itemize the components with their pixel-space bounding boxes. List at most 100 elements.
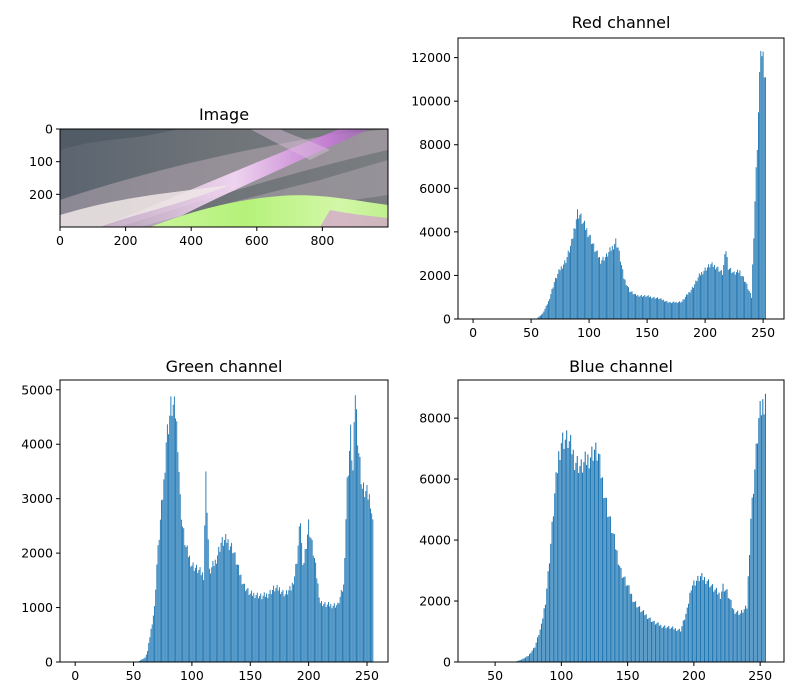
- histogram-bar: [580, 459, 582, 662]
- histogram-bar: [349, 450, 350, 662]
- histogram-bar: [229, 546, 231, 662]
- x-tick-label: 100: [577, 325, 601, 340]
- histogram-bar: [661, 300, 663, 319]
- histogram-bar: [558, 269, 560, 319]
- histogram-bar: [233, 552, 235, 662]
- histogram-bar: [729, 268, 730, 319]
- histogram-bar: [152, 615, 154, 662]
- histogram-bar: [660, 298, 662, 319]
- histogram-bar: [333, 603, 335, 662]
- histogram-bar: [526, 656, 528, 662]
- histogram-bar: [549, 298, 551, 319]
- histogram-bar: [731, 273, 733, 319]
- red-channel-bars: [531, 51, 766, 320]
- histogram-bar: [551, 521, 553, 662]
- histogram-bar: [590, 244, 592, 319]
- histogram-bar: [346, 477, 348, 662]
- histogram-bar: [559, 459, 561, 662]
- histogram-bar: [161, 500, 163, 662]
- histogram-bar: [311, 539, 313, 662]
- histogram-bar: [648, 297, 650, 319]
- histogram-bar: [302, 564, 304, 662]
- histogram-bar: [670, 627, 672, 662]
- histogram-bar: [699, 576, 702, 662]
- histogram-bar: [309, 536, 311, 662]
- histogram-bar: [733, 609, 735, 662]
- histogram-bar: [361, 488, 363, 662]
- histogram-bar: [651, 298, 653, 319]
- histogram-bar: [372, 519, 374, 662]
- histogram-bar: [589, 234, 591, 319]
- histogram-bar: [719, 270, 721, 319]
- histogram-bar: [255, 595, 257, 662]
- histogram-bar: [364, 497, 366, 662]
- histogram-bar: [722, 583, 724, 662]
- histogram-bar: [214, 559, 216, 662]
- histogram-bar: [566, 257, 568, 319]
- histogram-bar: [210, 573, 212, 662]
- histogram-bar: [727, 598, 729, 662]
- histogram-bar: [336, 605, 338, 662]
- blue-channel-bars: [515, 393, 766, 662]
- histogram-bar: [745, 605, 747, 662]
- histogram-bar: [609, 516, 611, 662]
- histogram-bar: [635, 601, 637, 662]
- histogram-bar: [742, 612, 744, 662]
- histogram-bar: [711, 262, 713, 319]
- histogram-bar: [562, 432, 564, 662]
- histogram-bar: [745, 282, 747, 319]
- histogram-bar: [673, 629, 675, 662]
- histogram-bar: [213, 566, 215, 662]
- x-tick-label: 250: [355, 668, 379, 683]
- histogram-bar: [540, 623, 543, 662]
- histogram-bar: [748, 290, 750, 319]
- histogram-bar: [184, 545, 186, 662]
- histogram-bar: [682, 620, 684, 662]
- histogram-bar: [674, 628, 676, 662]
- histogram-bar: [581, 224, 583, 319]
- histogram-bar: [283, 596, 285, 662]
- histogram-bar: [654, 298, 656, 319]
- histogram-bar: [145, 654, 147, 662]
- histogram-bar: [287, 594, 289, 662]
- histogram-bar: [652, 297, 654, 319]
- histogram-bar: [742, 276, 744, 319]
- image-axes-ticks: 0 200 400 600 800 0 100 200: [29, 122, 334, 249]
- histogram-bar: [175, 418, 177, 662]
- histogram-bar: [204, 525, 206, 662]
- histogram-bar: [292, 584, 294, 662]
- histogram-bar: [571, 454, 573, 662]
- histogram-bar: [571, 239, 573, 319]
- histogram-bar: [580, 213, 582, 319]
- histogram-bar: [166, 424, 168, 662]
- histogram-bar: [190, 566, 192, 662]
- histogram-bar: [613, 249, 614, 319]
- x-tick-label: 200: [682, 668, 706, 683]
- histogram-bar: [727, 269, 729, 319]
- histogram-bar: [589, 457, 592, 662]
- x-tick-label: 150: [635, 325, 659, 340]
- histogram-bar: [558, 451, 560, 662]
- blue-channel-axes-frame: [457, 379, 785, 663]
- histogram-bar: [148, 642, 150, 662]
- histogram-bar: [224, 539, 226, 662]
- histogram-bar: [667, 302, 669, 319]
- histogram-bar: [662, 626, 664, 662]
- histogram-bar: [639, 606, 641, 662]
- histogram-bar: [154, 606, 156, 662]
- histogram-bar: [650, 621, 653, 662]
- histogram-bar: [672, 302, 674, 319]
- histogram-bar: [635, 293, 636, 319]
- histogram-bar: [712, 266, 714, 319]
- histogram-bar: [235, 564, 237, 662]
- histogram-bar: [197, 572, 199, 662]
- histogram-bar: [185, 547, 187, 662]
- histogram-bar: [650, 296, 652, 319]
- x-tick-label: 0: [469, 325, 477, 340]
- histogram-bar: [694, 284, 696, 319]
- histogram-bar: [198, 570, 200, 662]
- histogram-bar: [332, 605, 334, 662]
- y-tick-label: 6000: [419, 181, 451, 196]
- histogram-bar: [289, 586, 291, 662]
- histogram-bar: [696, 580, 698, 662]
